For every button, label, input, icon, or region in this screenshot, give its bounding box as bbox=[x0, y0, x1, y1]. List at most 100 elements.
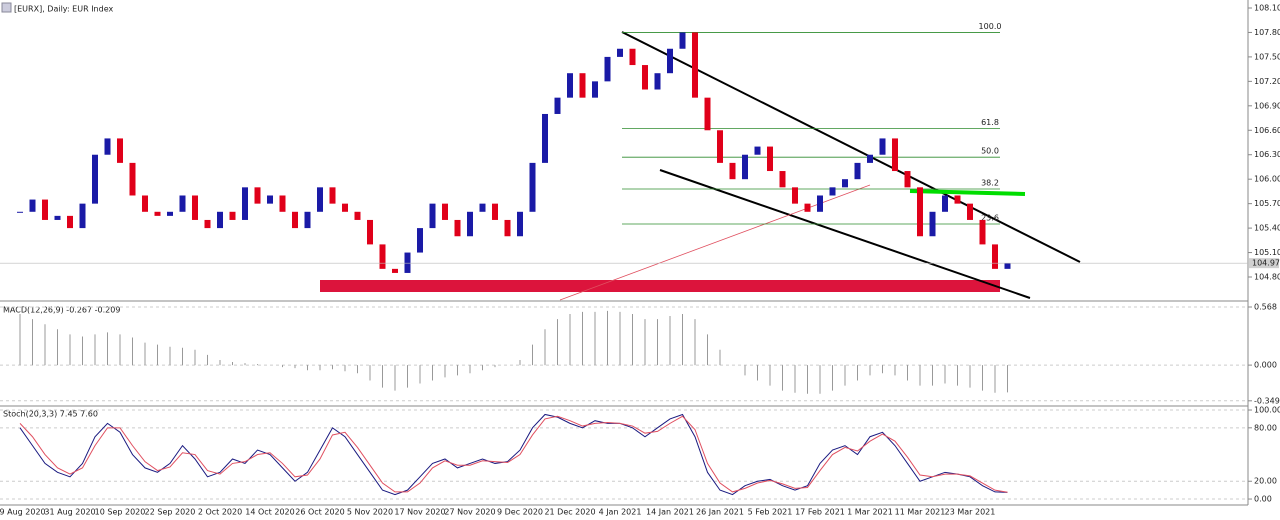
stoch-line bbox=[19, 413, 1008, 496]
x-tick-label: 17 Nov 2020 bbox=[394, 508, 445, 517]
x-tick-label: 21 Dec 2020 bbox=[544, 508, 595, 517]
x-tick-label: 17 Feb 2021 bbox=[795, 508, 845, 517]
candle bbox=[179, 195, 186, 212]
fib-label: 61.8 bbox=[981, 118, 999, 127]
icon bbox=[1, 2, 12, 13]
candle bbox=[879, 138, 886, 155]
x-tick-label: 2 Oct 2020 bbox=[198, 508, 242, 517]
candle bbox=[692, 32, 698, 98]
candle bbox=[417, 228, 423, 253]
zone bbox=[320, 280, 1000, 292]
candle bbox=[492, 203, 498, 220]
candle bbox=[129, 162, 136, 196]
macd-title: MACD(12,26,9) -0.267 -0.209 bbox=[3, 306, 120, 315]
candle bbox=[279, 195, 286, 212]
candle bbox=[529, 162, 536, 212]
candle bbox=[604, 56, 611, 82]
candle bbox=[917, 187, 923, 237]
candle bbox=[754, 146, 761, 155]
candle bbox=[17, 211, 23, 213]
candle bbox=[267, 195, 273, 204]
y-tick-label: 104.80 bbox=[1254, 273, 1280, 282]
candle bbox=[192, 195, 198, 220]
candle bbox=[1004, 263, 1011, 269]
stoch-title: Stoch(20,3,3) 7.45 7.60 bbox=[3, 410, 98, 419]
x-tick-label: 26 Jan 2021 bbox=[696, 508, 744, 517]
x-tick-label: 5 Nov 2020 bbox=[347, 508, 393, 517]
candle bbox=[829, 187, 836, 196]
y-tick-label: 100.00 bbox=[1254, 406, 1280, 415]
candle bbox=[567, 73, 573, 98]
candle bbox=[142, 195, 148, 212]
candle bbox=[392, 268, 398, 273]
x-tick-label: 11 Mar 2021 bbox=[895, 508, 946, 517]
y-tick-label: 106.90 bbox=[1254, 101, 1280, 110]
candle bbox=[292, 211, 298, 229]
x-tick-label: 27 Nov 2020 bbox=[444, 508, 495, 517]
candle bbox=[929, 211, 936, 237]
candle bbox=[442, 203, 448, 220]
candle bbox=[354, 211, 361, 220]
candle bbox=[404, 252, 411, 273]
candle bbox=[167, 211, 173, 216]
y-tick-label: 106.00 bbox=[1254, 175, 1280, 184]
candle bbox=[804, 203, 811, 212]
y-tick-label: 108.10 bbox=[1254, 3, 1280, 12]
candle bbox=[892, 138, 898, 172]
x-tick-label: 31 Aug 2020 bbox=[44, 508, 95, 517]
candle bbox=[342, 203, 348, 212]
candle bbox=[642, 65, 648, 90]
candle bbox=[904, 171, 911, 188]
candle bbox=[767, 146, 773, 172]
y-tick-label: 107.80 bbox=[1254, 28, 1280, 37]
candle bbox=[704, 97, 711, 131]
candle bbox=[254, 187, 261, 204]
candle bbox=[504, 219, 511, 237]
fib-label: 50.0 bbox=[981, 147, 999, 156]
candle bbox=[29, 199, 36, 212]
y-tick-label: 107.50 bbox=[1254, 52, 1280, 61]
y-tick-label: 20.00 bbox=[1254, 477, 1277, 486]
candle bbox=[617, 48, 623, 57]
candle bbox=[67, 215, 73, 229]
candle bbox=[204, 219, 211, 229]
y-tick-label: 0.568 bbox=[1254, 303, 1277, 312]
y-tick-label: 106.60 bbox=[1254, 126, 1280, 135]
candle bbox=[104, 138, 111, 155]
trendline bbox=[621, 31, 1081, 263]
trendline bbox=[659, 169, 1031, 299]
x-tick-label: 1 Mar 2021 bbox=[847, 508, 893, 517]
candle bbox=[729, 162, 736, 180]
x-tick-label: 14 Oct 2020 bbox=[245, 508, 294, 517]
candle bbox=[317, 187, 323, 212]
candle bbox=[592, 81, 598, 98]
y-tick-label: 0.000 bbox=[1254, 361, 1277, 370]
x-tick-label: 26 Oct 2020 bbox=[295, 508, 344, 517]
candle bbox=[629, 48, 636, 66]
y-tick-label: 80.00 bbox=[1254, 423, 1277, 432]
candle bbox=[467, 211, 473, 237]
x-tick-label: 22 Sep 2020 bbox=[145, 508, 196, 517]
y-tick-label: 106.30 bbox=[1254, 150, 1280, 159]
candle bbox=[842, 179, 848, 188]
candle bbox=[229, 211, 236, 220]
candle bbox=[454, 219, 461, 237]
y-tick-label: 107.20 bbox=[1254, 77, 1280, 86]
y-tick-label: -0.349 bbox=[1254, 396, 1280, 405]
candle bbox=[329, 187, 336, 204]
y-tick-label: 0.00 bbox=[1254, 495, 1272, 504]
candle bbox=[242, 187, 248, 220]
candle bbox=[867, 154, 873, 163]
price-tag bbox=[1249, 258, 1279, 269]
candle bbox=[42, 199, 48, 220]
candle bbox=[992, 244, 998, 269]
candle bbox=[54, 215, 61, 220]
y-tick-label: 105.10 bbox=[1254, 248, 1280, 257]
fib-label: 23.6 bbox=[981, 214, 999, 223]
candle bbox=[92, 154, 98, 204]
candle bbox=[942, 195, 948, 212]
fib-label: 38.2 bbox=[981, 178, 999, 187]
candle bbox=[654, 73, 661, 90]
fib-label: 100.0 bbox=[979, 22, 1002, 31]
